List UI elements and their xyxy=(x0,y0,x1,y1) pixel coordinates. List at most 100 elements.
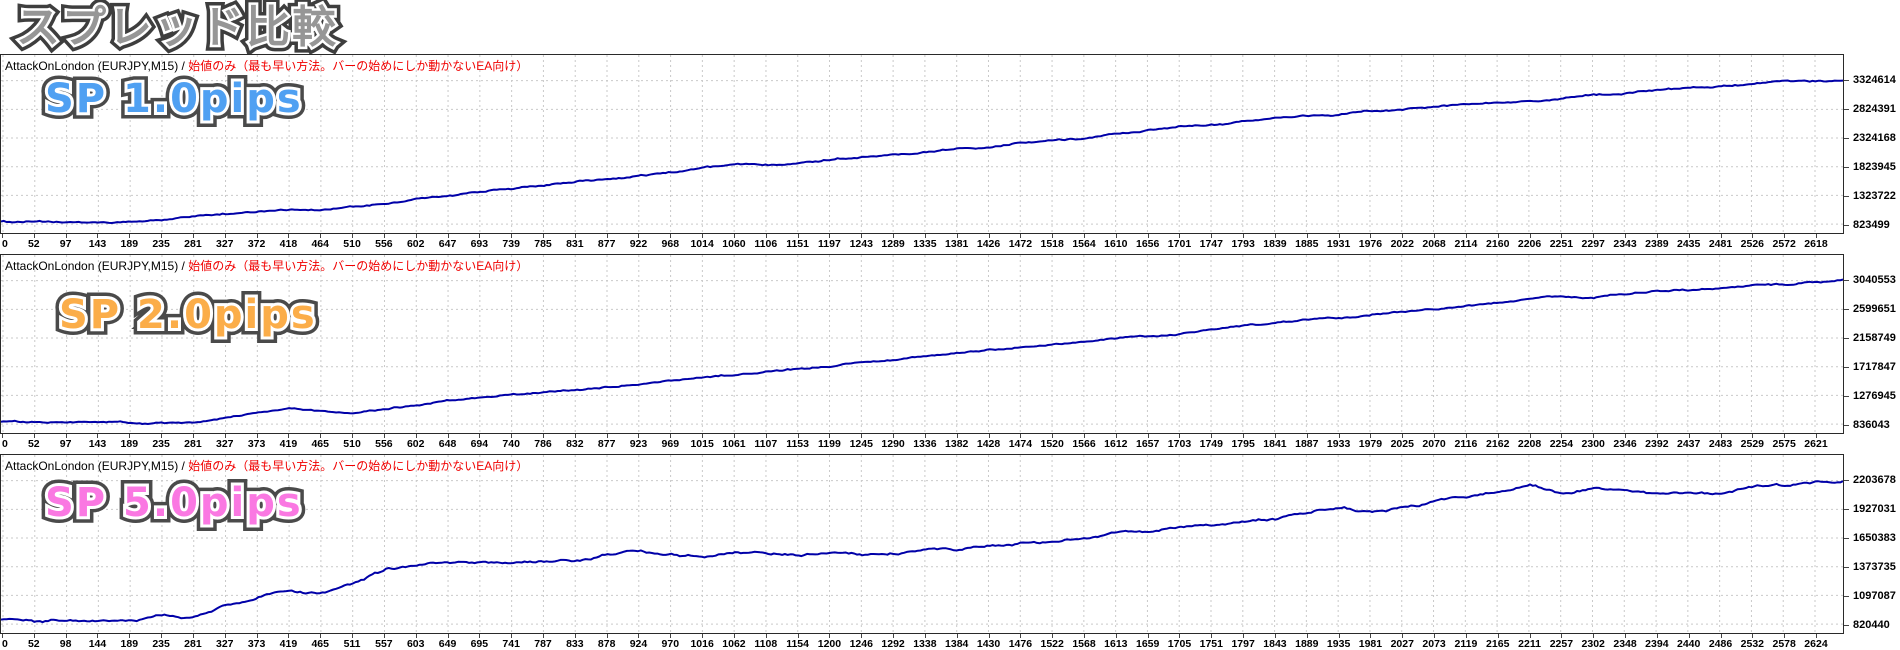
x-tick-label: 2116 xyxy=(1454,438,1478,450)
x-tick-label: 2119 xyxy=(1454,638,1478,650)
spread-badge-inline: SP 5.0pips xyxy=(42,480,304,526)
x-tick-label: 1705 xyxy=(1167,638,1192,650)
x-tick-label: 1106 xyxy=(754,238,778,250)
x-tick-label: 556 xyxy=(375,438,393,450)
x-tick-label: 647 xyxy=(438,238,457,250)
x-tick-label: 2437 xyxy=(1677,438,1701,450)
x-tick-mark xyxy=(479,634,481,638)
x-tick-mark xyxy=(893,234,895,238)
x-tick-label: 2621 xyxy=(1804,438,1828,450)
x-tick-label: 2211 xyxy=(1518,638,1541,650)
y-tick-mark xyxy=(1844,225,1849,226)
x-tick-mark xyxy=(1243,634,1245,638)
spread-badge-outline: SP 2.0pips xyxy=(53,289,322,342)
x-tick-label: 281 xyxy=(184,638,202,650)
y-tick-mark xyxy=(1844,395,1849,397)
x-tick-label: 1839 xyxy=(1263,238,1287,250)
x-tick-mark xyxy=(320,634,322,638)
x-tick-mark xyxy=(1370,234,1372,238)
y-tick-mark xyxy=(1844,137,1849,139)
y-tick-mark xyxy=(1844,479,1849,481)
x-tick-mark xyxy=(638,434,640,438)
chart-header-symbol: AttackOnLondon (EURJPY,M15) xyxy=(5,459,179,473)
x-tick-mark xyxy=(1402,234,1404,238)
x-tick-label: 740 xyxy=(502,438,520,450)
x-axis-sp5: 0 52 98 144 189 235 281 327 373 419 465 511 557 603 64… xyxy=(0,634,1844,650)
y-axis-sp2: 3040553 2599651 2158749 1717847 1276945 83604… xyxy=(1844,254,1900,434)
x-tick-label: 2300 xyxy=(1581,438,1605,450)
y-axis-sp1: 3324614 2824391 2324168 1823945 1323722 82349… xyxy=(1844,54,1900,234)
x-tick-mark xyxy=(1243,434,1245,438)
x-tick-mark xyxy=(192,234,194,238)
x-tick-mark xyxy=(1434,234,1436,238)
chart-panel-sp2: AttackOnLondon (EURJPY,M15) / 始値のみ（最も早い方… xyxy=(0,254,1900,451)
x-tick-mark xyxy=(574,234,576,238)
x-tick-mark xyxy=(1529,434,1531,438)
x-tick-mark xyxy=(192,434,194,438)
x-tick-label: 2392 xyxy=(1645,438,1669,450)
x-tick-mark xyxy=(256,634,258,638)
x-tick-label: 1060 xyxy=(722,238,746,250)
x-tick-mark xyxy=(479,234,481,238)
x-tick-label: 2025 xyxy=(1390,438,1414,450)
y-tick-label: 1276945 xyxy=(1853,389,1896,402)
x-tick-label: 2073 xyxy=(1422,638,1446,650)
x-tick-mark xyxy=(924,634,926,638)
x-tick-mark xyxy=(574,434,576,438)
x-tick-mark xyxy=(511,434,513,438)
x-tick-mark xyxy=(447,434,449,438)
x-tick-mark xyxy=(797,634,799,638)
x-tick-label: 52 xyxy=(27,438,40,450)
x-tick-mark xyxy=(1784,234,1786,238)
x-tick-label: 603 xyxy=(406,638,425,650)
x-tick-label: 1382 xyxy=(945,438,969,450)
x-tick-label: 1154 xyxy=(786,638,809,650)
x-tick-label: 1381 xyxy=(945,238,969,250)
spread-badge-inline: SP 1.0pips xyxy=(42,76,304,122)
x-tick-label: 1199 xyxy=(818,438,841,450)
x-tick-label: 1107 xyxy=(754,438,778,450)
x-tick-mark xyxy=(733,234,735,238)
x-tick-label: 968 xyxy=(661,238,680,250)
x-tick-label: 235 xyxy=(152,638,170,650)
x-tick-mark xyxy=(1784,434,1786,438)
x-tick-label: 2440 xyxy=(1677,638,1701,650)
x-tick-label: 189 xyxy=(120,638,139,650)
x-tick-label: 649 xyxy=(438,638,457,650)
x-tick-mark xyxy=(1084,634,1086,638)
x-tick-label: 2575 xyxy=(1772,438,1796,450)
x-tick-mark xyxy=(1274,434,1276,438)
x-tick-mark xyxy=(1338,434,1340,438)
x-tick-mark xyxy=(224,434,226,438)
x-tick-mark xyxy=(352,434,354,438)
x-tick-label: 1979 xyxy=(1358,438,1383,450)
x-tick-label: 1428 xyxy=(976,438,1001,450)
x-tick-mark xyxy=(574,634,576,638)
x-tick-mark xyxy=(1656,634,1658,638)
x-tick-mark xyxy=(97,234,99,238)
x-tick-label: 1613 xyxy=(1104,638,1128,650)
x-tick-mark xyxy=(161,634,163,638)
x-tick-label: 1701 xyxy=(1167,238,1192,250)
x-tick-label: 52 xyxy=(27,638,40,650)
x-tick-mark xyxy=(161,434,163,438)
y-tick-mark xyxy=(1844,108,1849,110)
x-tick-label: 1290 xyxy=(881,438,905,450)
x-tick-mark xyxy=(1593,434,1595,438)
x-tick-mark xyxy=(797,434,799,438)
x-tick-label: 2027 xyxy=(1390,638,1414,650)
x-tick-label: 1015 xyxy=(690,438,714,450)
x-tick-label: 1061 xyxy=(722,438,746,450)
x-tick-mark xyxy=(829,434,831,438)
x-tick-mark xyxy=(1815,234,1817,238)
x-tick-label: 1612 xyxy=(1104,438,1128,450)
balance-curve xyxy=(1,280,1843,425)
x-tick-label: 1795 xyxy=(1231,438,1255,450)
x-tick-mark xyxy=(97,634,99,638)
x-tick-mark xyxy=(1147,434,1149,438)
x-tick-label: 1887 xyxy=(1295,438,1319,450)
y-tick-mark xyxy=(1844,195,1849,197)
x-tick-label: 373 xyxy=(247,438,266,450)
x-tick-label: 695 xyxy=(470,638,489,650)
x-tick-label: 464 xyxy=(311,238,329,250)
